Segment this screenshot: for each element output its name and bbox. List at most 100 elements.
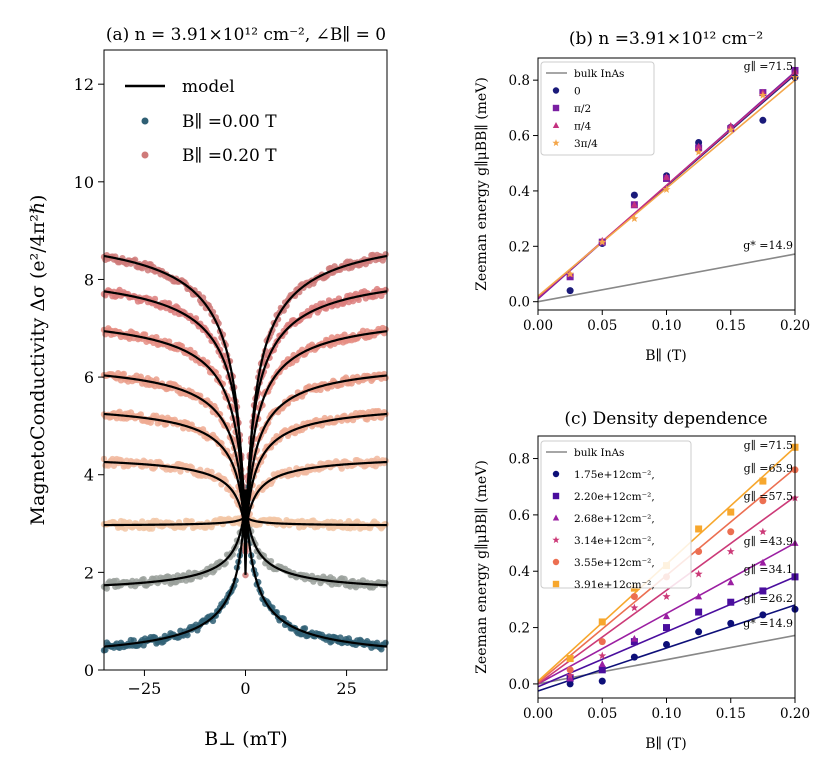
data-point: [727, 508, 735, 516]
data-point: [663, 624, 670, 632]
data-point: [382, 639, 389, 647]
data-point: [120, 370, 128, 378]
legend-marker-1: [552, 104, 560, 112]
legend-label-4: 3.55e+12cm⁻²,: [574, 557, 655, 569]
g-annotation: g* =14.9: [743, 239, 793, 252]
panel-b: (b) n =3.91×10¹² cm⁻² g∥ =71.5 g* =14.9 0…: [474, 29, 810, 364]
data-point: [185, 569, 193, 576]
data-point: [695, 548, 703, 556]
x-tick-label: 0.10: [651, 706, 681, 722]
data-point: [598, 237, 607, 246]
panel-a-ticks: −25 0 25 0 2 4 6 8 10 12: [74, 75, 357, 698]
legend-box: [540, 61, 655, 156]
data-point: [759, 116, 767, 124]
panel-c-ylabel: Zeeman energy g∥μBB∥ (meV): [474, 460, 490, 674]
legend-label-2: 2.68e+12cm⁻²,: [574, 513, 655, 525]
data-point: [727, 598, 735, 606]
legend-marker-2: [552, 514, 560, 521]
legend-label-0: 1.75e+12cm⁻²,: [574, 469, 655, 481]
panel-b-legend: bulk InAs 0 π/2 π/4 3π/4: [540, 61, 655, 156]
data-point: [566, 287, 574, 295]
panel-a-ylabel: MagnetoConductivity Δσ (e²/4π²ℏ): [27, 195, 49, 526]
g-annotation: g∥ =43.9: [744, 535, 793, 548]
legend-label-1: π/2: [574, 103, 591, 115]
g-annotation: g∥ =71.5: [744, 60, 793, 73]
panel-b-data: g∥ =71.5 g* =14.9: [537, 60, 799, 303]
legend-marker-5: [552, 580, 560, 588]
x-tick-label: 0.00: [523, 706, 553, 722]
g-annotation: g∥ =57.5: [744, 490, 793, 503]
data-point: [662, 185, 671, 193]
panel-b-title: (b) n =3.91×10¹² cm⁻²: [569, 29, 763, 49]
legend-marker-3: [552, 536, 560, 544]
data-point: [630, 634, 638, 642]
data-point: [630, 653, 638, 661]
y-tick-label: 0.0: [509, 295, 530, 311]
data-point: [566, 666, 574, 674]
y-tick-label: 12: [74, 75, 94, 94]
data-point: [662, 592, 671, 600]
data-point: [598, 677, 606, 685]
y-tick-label: 8: [84, 270, 94, 289]
panel-a-data: [100, 251, 389, 654]
y-tick-label: 0.4: [509, 184, 530, 200]
y-tick-label: 0.0: [509, 677, 530, 693]
data-point: [630, 200, 638, 208]
x-tick-label: 0.20: [780, 706, 810, 722]
x-tick-label: 25: [336, 679, 356, 698]
y-tick-label: 6: [84, 368, 94, 387]
fit-line-1: [537, 576, 796, 688]
data-point: [663, 640, 670, 648]
data-point: [188, 518, 195, 525]
panel-b-xlabel: B∥ (T): [645, 348, 686, 364]
g-annotation: g∥ =71.5: [744, 439, 793, 452]
data-point: [153, 333, 160, 341]
legend-label-2: π/4: [574, 121, 591, 133]
y-tick-label: 10: [74, 173, 94, 192]
panel-c-xlabel: B∥ (T): [645, 736, 686, 752]
data-point: [566, 655, 574, 663]
data-point: [566, 680, 574, 688]
fit-line-0: [537, 604, 796, 692]
model-curve-8: [103, 254, 388, 575]
panel-a-title: (a) n = 3.91×10¹² cm⁻², ∠B∥ = 0: [106, 25, 386, 45]
x-tick-label: 0.05: [587, 706, 617, 722]
data-point: [566, 674, 574, 682]
x-tick-label: −25: [128, 679, 162, 698]
y-tick-label: 4: [84, 466, 94, 485]
data-point: [695, 525, 703, 533]
fit-line-3: [537, 495, 796, 685]
data-point: [695, 608, 703, 616]
data-point: [140, 575, 147, 583]
data-point: [242, 571, 249, 579]
data-point: [726, 125, 735, 134]
data-point: [566, 269, 575, 278]
panel-b-ylabel: Zeeman energy g∥μBB∥ (meV): [474, 77, 490, 291]
data-point: [337, 634, 344, 641]
data-point: [208, 468, 215, 476]
data-point: [103, 585, 111, 592]
data-point: [598, 618, 606, 626]
data-point: [759, 477, 767, 485]
legend-marker-3: [552, 139, 560, 147]
model-curve-0: [103, 489, 388, 648]
legend-marker-2: [552, 121, 560, 129]
data-point: [758, 527, 767, 536]
y-tick-label: 0.6: [509, 508, 530, 524]
y-tick-label: 0: [84, 661, 94, 680]
legend-box: [540, 440, 692, 589]
data-point: [184, 631, 191, 639]
panel-c-title: (c) Density dependence: [564, 409, 767, 429]
legend-b20-marker: [141, 151, 149, 159]
x-tick-label: 0.15: [716, 318, 746, 334]
data-point: [759, 611, 767, 619]
data-point: [338, 465, 345, 472]
data-point: [694, 569, 703, 578]
panel-c-legend: bulk InAs 1.75e+12cm⁻², 2.20e+12cm⁻², 2.68e…: [540, 440, 692, 591]
g-annotation: g∥ =34.1: [744, 563, 793, 576]
legend-b20-label: B∥ =0.20 T: [182, 146, 277, 166]
data-point: [630, 603, 639, 612]
y-tick-label: 0.2: [509, 239, 530, 255]
legend-marker-1: [552, 492, 560, 500]
